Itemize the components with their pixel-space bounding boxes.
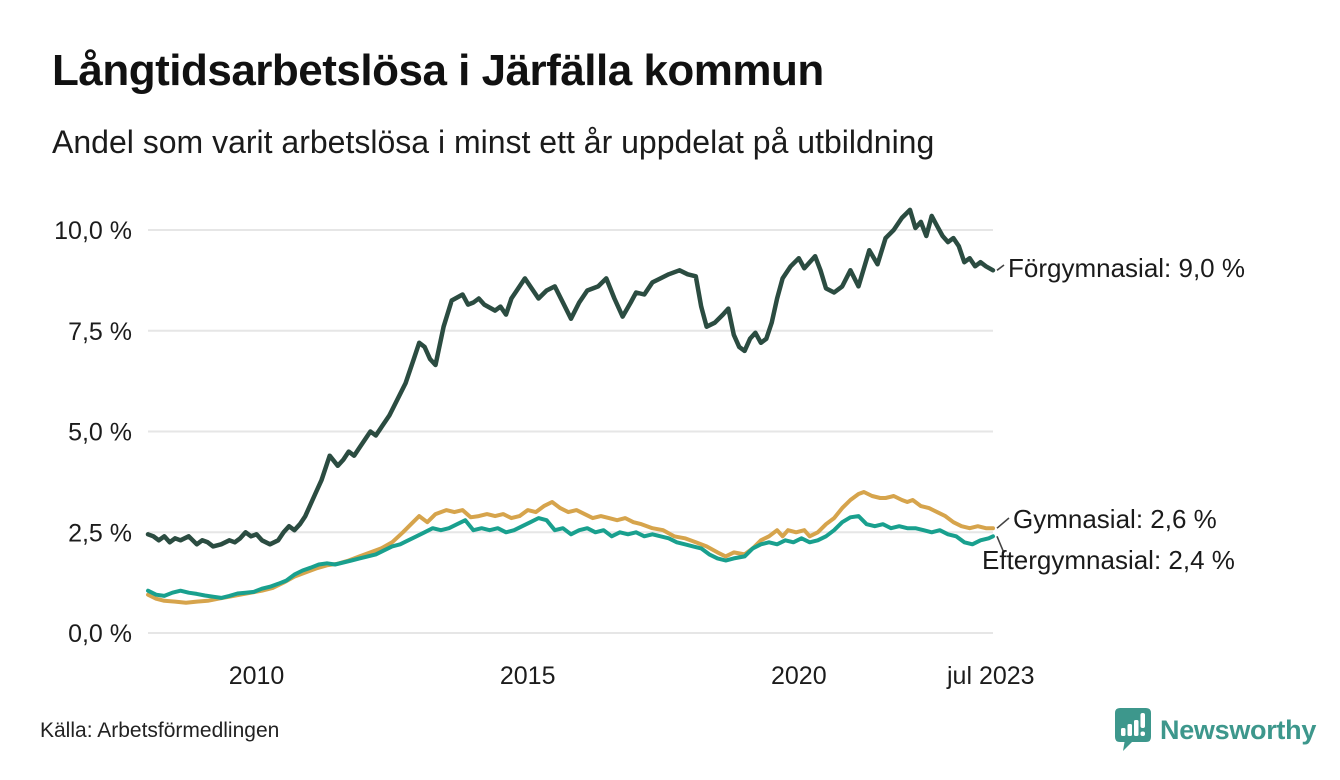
x-tick-label: 2015 bbox=[500, 662, 556, 690]
series-line-eftergymnasial bbox=[146, 514, 995, 600]
y-tick-label: 7,5 % bbox=[68, 318, 132, 346]
x-tick-label: 2020 bbox=[771, 662, 827, 690]
series-end-label-eftergymnasial: Eftergymnasial: 2,4 % bbox=[982, 545, 1235, 575]
x-tick-label: jul 2023 bbox=[946, 662, 1035, 690]
series-line-gymnasial bbox=[146, 490, 995, 605]
newsworthy-wordmark: Newsworthy bbox=[1160, 714, 1317, 745]
y-tick-label: 2,5 % bbox=[68, 519, 132, 547]
newsworthy-logo: Newsworthy bbox=[1113, 706, 1316, 752]
label-connector bbox=[996, 264, 1005, 271]
source-note: Källa: Arbetsförmedlingen bbox=[40, 719, 280, 742]
x-tick-label: 2010 bbox=[229, 662, 285, 690]
y-tick-label: 10,0 % bbox=[54, 217, 132, 245]
label-connector bbox=[996, 517, 1010, 529]
page-title: Långtidsarbetslösa i Järfälla kommun bbox=[52, 46, 824, 95]
page-subtitle: Andel som varit arbetslösa i minst ett å… bbox=[52, 124, 935, 160]
series-end-label-forgymnasial: Förgymnasial: 9,0 % bbox=[1008, 253, 1245, 283]
label-connector bbox=[996, 535, 1005, 554]
series-end-label-gymnasial: Gymnasial: 2,6 % bbox=[1013, 504, 1217, 534]
y-tick-label: 0,0 % bbox=[68, 620, 132, 648]
y-tick-label: 5,0 % bbox=[68, 419, 132, 447]
series-line-förgymnasial bbox=[145, 207, 996, 549]
newsworthy-bubble-chart-icon bbox=[1115, 708, 1151, 751]
